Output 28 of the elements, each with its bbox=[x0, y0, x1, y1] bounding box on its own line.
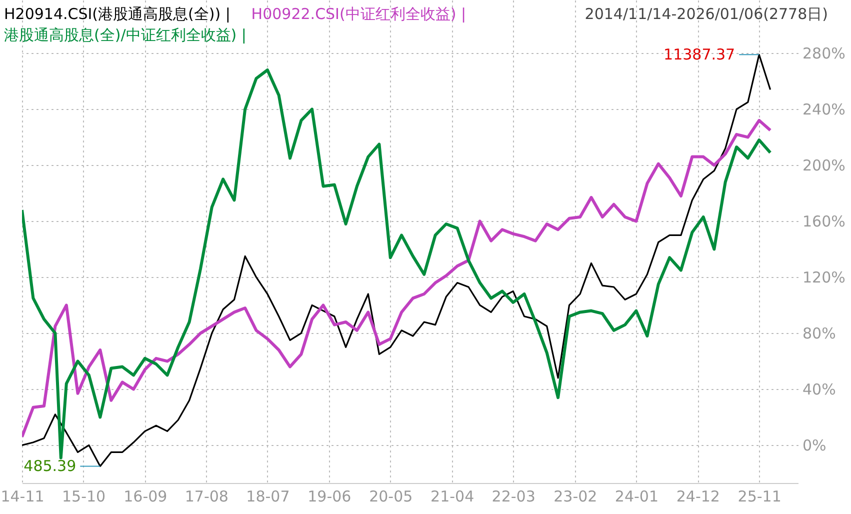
annotation: 11387.37 bbox=[664, 46, 736, 64]
line-series bbox=[22, 118, 772, 438]
text: H00922.CSI(中证红利全收益) | bbox=[251, 5, 466, 23]
x-tick-label: 20-05 bbox=[369, 488, 413, 506]
x-tick-label: 25-11 bbox=[738, 488, 782, 506]
x-tick-label: 18-07 bbox=[246, 488, 290, 506]
x-tick-label: 15-10 bbox=[62, 488, 106, 506]
x-tick-label: 23-02 bbox=[554, 488, 598, 506]
x-tick-label: 22-03 bbox=[492, 488, 536, 506]
x-tick-label: 17-08 bbox=[184, 488, 228, 506]
y-tick-label: 80% bbox=[802, 324, 836, 343]
y-tick-label: 120% bbox=[802, 268, 846, 287]
y-tick-label: 280% bbox=[802, 44, 846, 63]
annotation: 485.39 bbox=[24, 457, 76, 476]
x-tick-label: 24-12 bbox=[676, 488, 720, 506]
y-tick-label: 160% bbox=[802, 212, 846, 231]
x-tick-label: 21-04 bbox=[430, 488, 474, 506]
x-tick-label: 14-11 bbox=[0, 488, 44, 506]
x-tick-label: 16-09 bbox=[124, 488, 168, 506]
y-tick-label: 240% bbox=[802, 100, 846, 119]
x-tick-label: 24-01 bbox=[614, 488, 658, 506]
y-tick-label: 200% bbox=[802, 156, 846, 175]
x-tick-label: 19-06 bbox=[308, 488, 352, 506]
text: H20914.CSI(港股通高股息(全)) | bbox=[4, 5, 230, 23]
text: 港股通高股息(全)/中证红利全收益) | bbox=[4, 26, 246, 44]
chart-subtitle: 2014/11/14-2026/01/06(2778日) bbox=[584, 5, 828, 23]
y-tick-label: 0% bbox=[802, 436, 826, 455]
y-tick-label: 40% bbox=[802, 380, 836, 399]
